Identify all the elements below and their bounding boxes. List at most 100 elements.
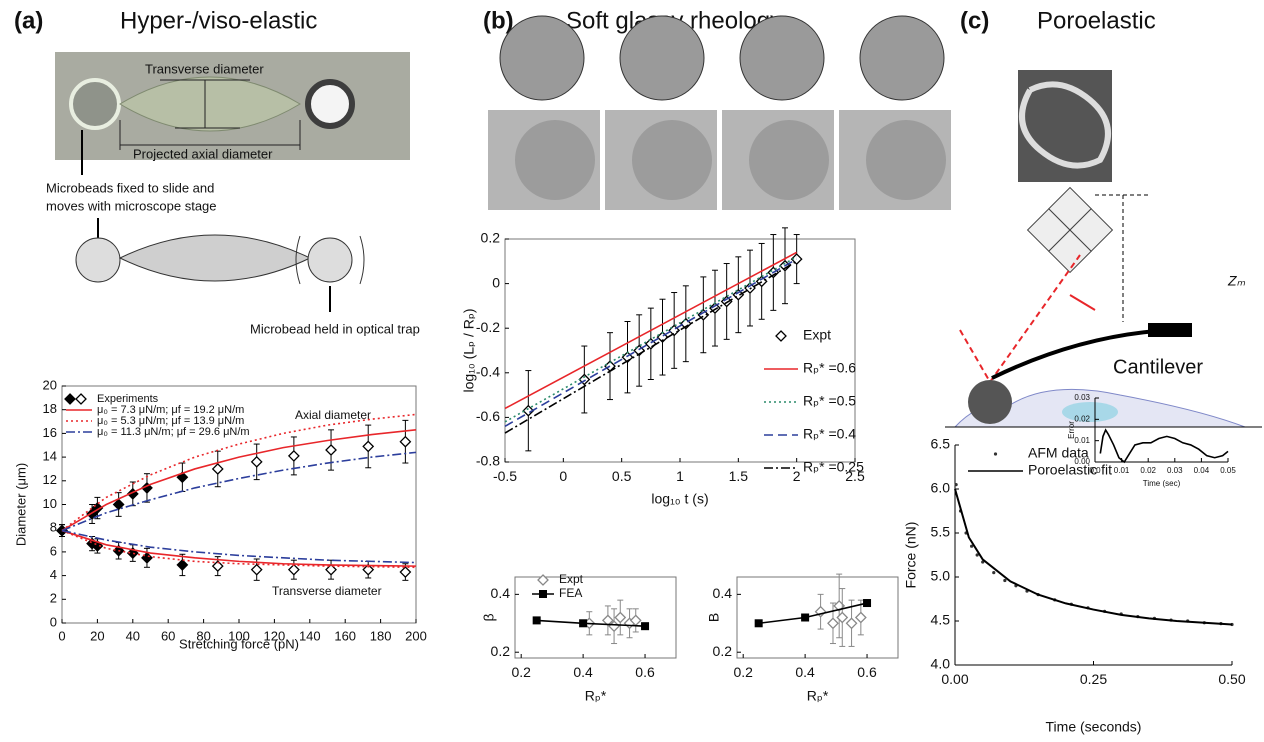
legend-label: Expt: [559, 572, 584, 586]
x-tick-label: 0.6: [635, 664, 655, 680]
annotation: Transverse diameter: [145, 61, 264, 76]
y-axis-label: Error: [1067, 421, 1076, 439]
micrograph: [55, 52, 410, 175]
marker: [325, 563, 337, 576]
x-axis-label: log₁₀ t (s): [651, 491, 708, 507]
y-tick-label: -0.6: [476, 408, 500, 424]
chart: 0.2 0.4 0.2 0.4 0.6 Rₚ* B: [706, 573, 899, 704]
y-tick-label: 0: [50, 614, 57, 629]
legend-label: Rₚ* =0.6: [803, 360, 856, 376]
marker: [641, 622, 650, 631]
y-tick-label: 6.5: [931, 436, 951, 452]
y-tick-label: 4.5: [931, 612, 951, 628]
y-tick-label: 0.2: [491, 643, 511, 659]
plot-frame: [514, 576, 677, 659]
marker: [325, 444, 337, 456]
y-tick-label: 5.5: [931, 524, 951, 540]
y-tick-label: 18: [43, 401, 57, 416]
x-tick-label: 0.01: [1114, 466, 1130, 475]
legend-label: Poroelastic fit: [1028, 462, 1112, 478]
marker: [697, 308, 710, 321]
marker: [993, 452, 998, 456]
series-line: [504, 258, 798, 428]
legend-label: μ₀ = 11.3 μN/m; μf = 29.6 μN/m: [97, 426, 250, 438]
marker: [801, 613, 810, 622]
x-tick-label: 40: [126, 629, 140, 644]
chart: 4.0 4.5 5.0 5.5 6.0 6.5 0.00 0.25 0.50 Time (seco…: [903, 436, 1246, 735]
y-tick-label: 6.0: [931, 480, 951, 496]
marker: [775, 330, 787, 342]
x-axis-label: Rₚ*: [807, 688, 829, 704]
marker: [601, 614, 614, 627]
x-tick-label: 0.2: [511, 664, 531, 680]
y-tick-label: 8: [50, 520, 57, 535]
x-tick-label: 120: [264, 629, 286, 644]
y-tick-label: 0.02: [1074, 414, 1090, 423]
x-tick-label: 0.0: [1089, 466, 1101, 475]
annotation: Microbeads fixed to slide and: [46, 180, 214, 195]
panel-label: (c): [960, 7, 989, 34]
legend-label: FEA: [559, 586, 582, 600]
marker: [992, 571, 996, 575]
x-tick-label: 1: [676, 468, 684, 484]
y-axis-label: Diameter (μm): [13, 463, 28, 546]
y-tick-label: 16: [43, 425, 57, 440]
y-tick-label: 0.01: [1074, 436, 1090, 445]
y-tick-label: 12: [43, 472, 57, 487]
y-tick-label: 0.03: [1074, 393, 1090, 402]
x-tick-label: 0.03: [1167, 466, 1183, 475]
legend-label: Experiments: [97, 393, 159, 405]
x-tick-label: 60: [161, 629, 175, 644]
x-tick-label: 200: [405, 629, 427, 644]
x-tick-label: 20: [90, 629, 104, 644]
sem-image: [1018, 70, 1112, 182]
y-axis-label: Force (nN): [903, 522, 919, 589]
micrographs: [488, 15, 951, 210]
x-axis-label: Time (seconds): [1046, 719, 1142, 735]
y-tick-label: 2: [50, 591, 57, 606]
y-tick-label: 6: [50, 543, 57, 558]
y-tick-label: 0.4: [491, 585, 511, 601]
afm-schematic: [945, 186, 1262, 428]
marker: [362, 563, 375, 576]
legend-label: Rₚ* =0.5: [803, 393, 856, 409]
panel-title: Hyper-/viso-elastic: [120, 7, 317, 34]
y-tick-label: 4.0: [931, 656, 951, 672]
y-tick-label: 14: [43, 449, 57, 464]
x-tick-label: 0: [559, 468, 567, 484]
series-line: [61, 429, 417, 567]
marker: [250, 455, 263, 468]
marker: [836, 611, 849, 624]
legend-label: μ₀ = 7.3 μN/m; μf = 19.2 μN/m: [97, 404, 244, 416]
x-tick-label: 100: [228, 629, 250, 644]
marker: [579, 619, 588, 628]
x-axis-label: Rₚ*: [585, 688, 607, 704]
marker: [790, 253, 803, 265]
marker: [1003, 578, 1007, 583]
series-line: [61, 451, 417, 564]
chart: -0.8 -0.6 -0.4 -0.2 0 0.2 -0.5 0 0.5 1 1.5 2 2.5 log₁…: [461, 227, 865, 507]
x-tick-label: 0.04: [1194, 466, 1210, 475]
legend-label: Expt: [803, 327, 831, 343]
x-axis-label: Stretching force (pN): [179, 636, 299, 651]
marker: [539, 590, 547, 598]
marker: [287, 563, 300, 576]
x-tick-label: 0.5: [612, 468, 632, 484]
y-tick-label: -0.4: [476, 364, 500, 380]
x-tick-label: 0.25: [1080, 671, 1107, 687]
marker: [827, 617, 839, 630]
legend-label: Rₚ* =0.25: [803, 459, 864, 475]
marker: [75, 393, 87, 405]
marker: [287, 449, 300, 462]
annotation: Cantilever: [1113, 356, 1203, 378]
x-tick-label: 0.50: [1218, 671, 1245, 687]
marker: [64, 393, 76, 405]
marker: [399, 566, 412, 578]
y-tick-label: 10: [43, 496, 57, 511]
panel-label: (a): [14, 7, 43, 34]
legend-label: AFM data: [1028, 445, 1089, 461]
marker: [176, 559, 189, 571]
